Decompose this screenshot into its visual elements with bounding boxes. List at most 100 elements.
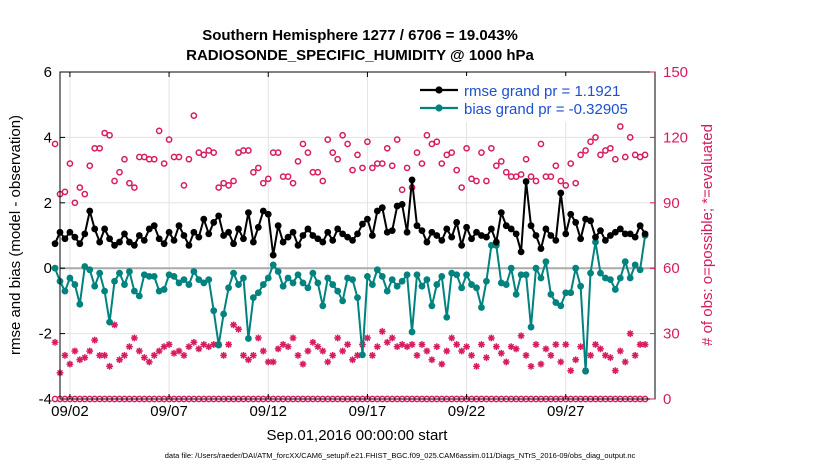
rmse-point bbox=[160, 240, 168, 248]
obs-possible-marker bbox=[299, 140, 307, 148]
obs-possible-marker bbox=[502, 168, 510, 176]
bias-point bbox=[96, 269, 104, 277]
bias-point bbox=[170, 272, 178, 280]
rmse-point bbox=[111, 241, 118, 249]
rmse-point bbox=[121, 230, 128, 238]
rmse-point bbox=[562, 230, 570, 238]
obs-evaluated-marker bbox=[512, 345, 520, 353]
rmse-point bbox=[279, 238, 287, 246]
rmse-point bbox=[606, 232, 614, 239]
rmse-point bbox=[349, 237, 356, 244]
rmse-point bbox=[61, 235, 69, 243]
obs-evaluated-marker bbox=[165, 341, 173, 348]
rmse-point bbox=[364, 215, 371, 223]
rmse-point bbox=[185, 241, 193, 249]
rmse-point bbox=[150, 222, 158, 230]
obs-evaluated-marker bbox=[61, 352, 69, 359]
obs-evaluated-marker bbox=[240, 352, 247, 359]
obs-possible-marker bbox=[245, 147, 252, 154]
obs-evaluated-marker bbox=[388, 334, 396, 342]
obs-possible-marker bbox=[165, 136, 173, 143]
bias-point bbox=[403, 271, 411, 279]
rmse-point bbox=[165, 228, 173, 236]
obs-possible-marker bbox=[349, 166, 356, 174]
bias-point bbox=[130, 287, 138, 295]
obs-possible-marker bbox=[76, 184, 84, 191]
rmse-point bbox=[577, 235, 585, 243]
y-tick-label: 4 bbox=[44, 129, 52, 146]
y-tick-label: 2 bbox=[44, 195, 52, 212]
obs-evaluated-marker bbox=[626, 330, 634, 337]
obs-evaluated-marker bbox=[155, 347, 163, 355]
rmse-point bbox=[453, 219, 461, 226]
rmse-point bbox=[438, 237, 446, 244]
obs-possible-marker bbox=[378, 160, 386, 167]
bias-point bbox=[522, 271, 530, 279]
rmse-point bbox=[254, 223, 262, 231]
obs-evaluated-marker bbox=[492, 343, 500, 351]
obs-possible-marker bbox=[492, 162, 500, 170]
rmse-point bbox=[91, 225, 99, 233]
obs-evaluated-marker bbox=[473, 362, 480, 370]
rmse-point bbox=[269, 251, 277, 259]
rmse-point bbox=[175, 222, 183, 230]
bias-point bbox=[547, 290, 555, 298]
rmse-point bbox=[145, 225, 153, 233]
obs-possible-marker bbox=[254, 164, 262, 172]
rmse-point bbox=[542, 225, 550, 233]
axis-ticks: 09/02 09/07 09/12 09/17 09/22 09/27-4-2024603… bbox=[39, 64, 688, 420]
rmse-point bbox=[547, 232, 555, 239]
obs-possible-marker bbox=[150, 155, 158, 163]
rmse-point bbox=[329, 237, 337, 244]
bias-point bbox=[359, 351, 366, 359]
bias-point bbox=[66, 274, 74, 282]
bias-point bbox=[557, 302, 565, 310]
y-axis-label: rmse and bias (model - observation) bbox=[7, 115, 24, 355]
obs-possible-marker bbox=[121, 155, 128, 163]
rmse-point bbox=[587, 217, 594, 225]
obs-evaluated-marker bbox=[71, 347, 79, 355]
obs-evaluated-marker bbox=[527, 362, 535, 370]
obs-possible-marker bbox=[453, 166, 461, 174]
rmse-point bbox=[378, 204, 386, 212]
bias-point bbox=[378, 272, 386, 280]
obs-evaluated-marker bbox=[408, 341, 416, 348]
x-tick-label: 09/07 bbox=[150, 403, 188, 420]
bias-point bbox=[225, 284, 232, 292]
bias-point bbox=[210, 307, 218, 315]
obs-possible-marker bbox=[106, 131, 113, 139]
bias-point bbox=[552, 299, 560, 306]
rmse-point bbox=[636, 222, 644, 230]
bias-point bbox=[121, 281, 128, 288]
rmse-point bbox=[473, 228, 480, 236]
obs-possible-marker bbox=[319, 177, 327, 185]
bias-point bbox=[597, 269, 604, 277]
obs-possible-marker bbox=[403, 164, 411, 172]
obs-evaluated-marker bbox=[349, 356, 356, 364]
obs-evaluated-marker bbox=[269, 358, 277, 366]
obs-possible-marker bbox=[259, 179, 267, 187]
obs-evaluated-marker bbox=[111, 321, 118, 329]
rmse-point bbox=[408, 176, 416, 184]
legend-box bbox=[415, 76, 653, 122]
bias-point bbox=[91, 282, 99, 290]
rmse-point bbox=[319, 238, 327, 246]
plot-frame bbox=[59, 71, 656, 400]
bias-point bbox=[185, 281, 193, 288]
obs-evaluated-marker bbox=[463, 343, 470, 351]
obs-possible-marker bbox=[71, 199, 79, 207]
obs-evaluated-marker bbox=[190, 338, 198, 346]
rmse-point bbox=[235, 225, 242, 233]
bias-point bbox=[512, 290, 520, 298]
bias-point bbox=[537, 274, 545, 282]
bias-point bbox=[180, 276, 188, 284]
bias-point bbox=[106, 318, 113, 326]
obs-evaluated-marker bbox=[542, 345, 550, 353]
rmse-point bbox=[299, 232, 307, 239]
rmse-point bbox=[289, 228, 297, 236]
legend-bias-label: bias grand pr = -0.32905 bbox=[464, 101, 628, 118]
bias-point bbox=[606, 276, 614, 284]
rmse-point bbox=[443, 225, 451, 233]
rmse-point bbox=[116, 238, 123, 246]
rmse-point bbox=[101, 225, 109, 233]
